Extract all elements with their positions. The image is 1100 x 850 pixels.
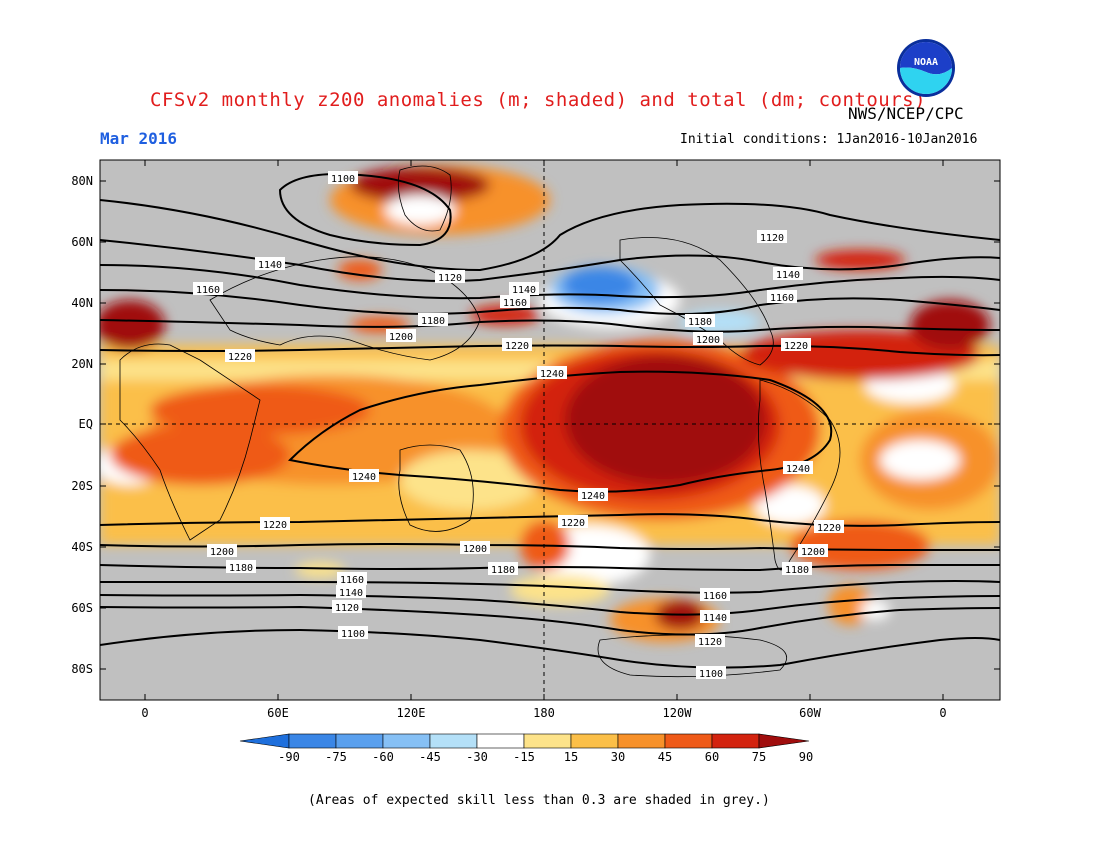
legend-bin xyxy=(476,733,525,749)
legend-label: 15 xyxy=(564,750,578,764)
contour-labels: 1100 1120 1140 1160 1180 1200 1220 1240 1240 1240… xyxy=(193,171,844,680)
legend-label: 45 xyxy=(658,750,672,764)
lat-tick-label: 80N xyxy=(71,174,93,188)
contour-label: 1180 xyxy=(688,317,712,328)
lat-tick-label: EQ xyxy=(79,417,93,431)
legend-bin xyxy=(711,733,760,749)
contour-label: 1100 xyxy=(699,669,723,680)
legend-label: 30 xyxy=(611,750,625,764)
legend-label: -60 xyxy=(372,750,394,764)
contour-label: 1200 xyxy=(463,544,487,555)
contour-label: 1220 xyxy=(561,518,585,529)
legend-bin xyxy=(382,733,431,749)
contour-label: 1160 xyxy=(503,298,527,309)
contour-label: 1240 xyxy=(581,491,605,502)
legend-label: -75 xyxy=(325,750,347,764)
legend-label: -30 xyxy=(466,750,488,764)
contour-label: 1200 xyxy=(210,547,234,558)
contour-label: 1100 xyxy=(331,174,355,185)
lon-tick-label: 60E xyxy=(267,706,289,720)
contour-label: 1140 xyxy=(776,270,800,281)
lat-tick-label: 20N xyxy=(71,357,93,371)
contour-label: 1200 xyxy=(389,332,413,343)
legend-label: 75 xyxy=(752,750,766,764)
lat-tick-label: 60N xyxy=(71,235,93,249)
legend-arrow-right xyxy=(758,733,810,749)
contour-label: 1200 xyxy=(696,335,720,346)
legend-bin xyxy=(523,733,572,749)
contour-label: 1180 xyxy=(785,565,809,576)
contour-label: 1240 xyxy=(540,369,564,380)
lat-tick-label: 60S xyxy=(71,601,93,615)
legend-bin xyxy=(664,733,713,749)
organization-label: NWS/NCEP/CPC xyxy=(848,104,964,123)
contour-label: 1140 xyxy=(339,588,363,599)
contour-label: 1160 xyxy=(770,293,794,304)
map-title: CFSv2 monthly z200 anomalies (m; shaded)… xyxy=(150,89,927,111)
lat-tick-label: 20S xyxy=(71,479,93,493)
contour-label: 1140 xyxy=(258,260,282,271)
contour-label: 1120 xyxy=(698,637,722,648)
noaa-logo-text: NOAA xyxy=(914,57,938,68)
contour-label: 1120 xyxy=(438,273,462,284)
footnote: (Areas of expected skill less than 0.3 a… xyxy=(308,793,770,808)
color-legend: -90 -75 -60 -45 -30 -15 15 30 45 60 75 90 xyxy=(239,733,813,764)
forecast-period: Mar 2016 xyxy=(100,129,178,148)
contour-label: 1220 xyxy=(263,520,287,531)
contour-label: 1200 xyxy=(801,547,825,558)
contour-label: 1220 xyxy=(784,341,808,352)
lat-tick-label: 80S xyxy=(71,662,93,676)
longitude-axis: 0 60E 120E 180 120W 60W 0 xyxy=(141,160,947,720)
contour-label: 1220 xyxy=(228,352,252,363)
legend-bin xyxy=(288,733,337,749)
legend-label: 60 xyxy=(705,750,719,764)
contour-label: 1100 xyxy=(341,629,365,640)
contour-label: 1120 xyxy=(760,233,784,244)
contour-label: 1180 xyxy=(491,565,515,576)
legend-label: -90 xyxy=(278,750,300,764)
contour-label: 1240 xyxy=(786,464,810,475)
contour-label: 1180 xyxy=(229,563,253,574)
lon-tick-label: 180 xyxy=(533,706,555,720)
legend-arrow-left xyxy=(239,733,290,749)
contour-label: 1120 xyxy=(335,603,359,614)
legend-label: -15 xyxy=(513,750,535,764)
lon-tick-label: 120W xyxy=(663,706,693,720)
lon-tick-label: 0 xyxy=(939,706,946,720)
contour-label: 1140 xyxy=(512,285,536,296)
lon-tick-label: 0 xyxy=(141,706,148,720)
lon-tick-label: 120E xyxy=(397,706,426,720)
contour-label: 1240 xyxy=(352,472,376,483)
contour-label: 1220 xyxy=(505,341,529,352)
contour-label: 1160 xyxy=(196,285,220,296)
legend-bin xyxy=(617,733,666,749)
legend-bin xyxy=(335,733,384,749)
contour-label: 1160 xyxy=(703,591,727,602)
contour-label: 1220 xyxy=(817,523,841,534)
anomaly-shading xyxy=(100,165,1000,642)
map-frame xyxy=(99,159,1001,701)
lon-tick-label: 60W xyxy=(799,706,821,720)
contour-label: 1160 xyxy=(340,575,364,586)
lat-tick-label: 40S xyxy=(71,540,93,554)
contour-label: 1140 xyxy=(703,613,727,624)
legend-bin xyxy=(429,733,478,749)
latitude-axis: 80N 60N 40N 20N EQ 20S 40S 60S 80S xyxy=(71,174,1000,676)
legend-label: -45 xyxy=(419,750,441,764)
lat-tick-label: 40N xyxy=(71,296,93,310)
contour-label: 1180 xyxy=(421,316,445,327)
legend-label: 90 xyxy=(799,750,813,764)
noaa-logo-icon: NOAA xyxy=(897,39,955,97)
legend-bin xyxy=(570,733,619,749)
initial-conditions: Initial conditions: 1Jan2016-10Jan2016 xyxy=(680,132,978,147)
